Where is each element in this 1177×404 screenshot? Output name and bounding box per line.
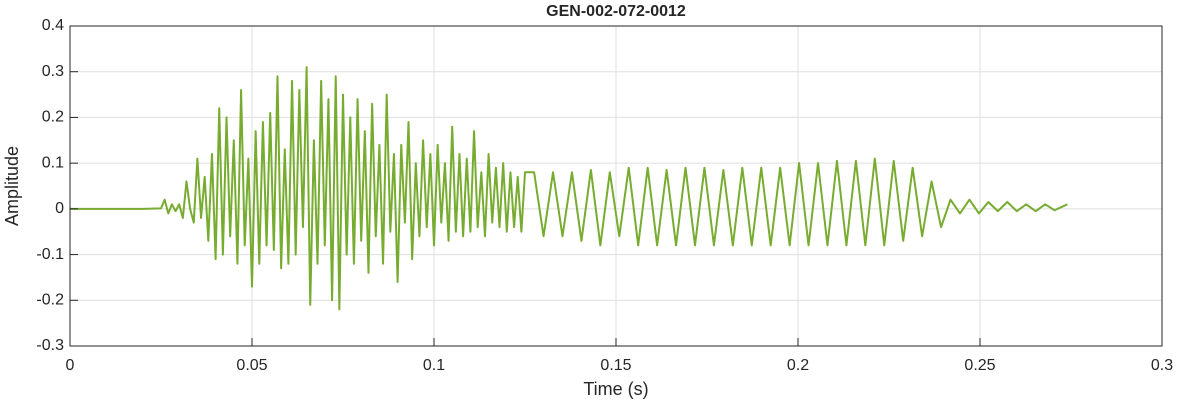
y-tick-label: -0.3 bbox=[36, 337, 64, 354]
y-tick-label: 0.3 bbox=[42, 63, 64, 80]
y-tick-label: 0.2 bbox=[42, 109, 64, 126]
x-tick-label: 0.1 bbox=[423, 357, 445, 374]
y-tick-label: 0 bbox=[55, 200, 64, 217]
y-tick-label: 0.4 bbox=[42, 17, 64, 34]
chart-title: GEN-002-072-0012 bbox=[546, 3, 686, 20]
y-axis-label: Amplitude bbox=[2, 146, 22, 226]
x-tick-label: 0.3 bbox=[1151, 357, 1173, 374]
grid bbox=[69, 25, 1163, 347]
waveform-line bbox=[70, 66, 1068, 311]
plot-area bbox=[70, 66, 1068, 311]
x-tick-label: 0.05 bbox=[236, 357, 267, 374]
y-tick-label: 0.1 bbox=[42, 154, 64, 171]
y-tick-label: -0.1 bbox=[36, 246, 64, 263]
x-tick-label: 0.2 bbox=[787, 357, 809, 374]
x-tick-label: 0 bbox=[66, 357, 75, 374]
x-axis-label: Time (s) bbox=[583, 379, 648, 399]
x-tick-label: 0.25 bbox=[964, 357, 995, 374]
y-tick-label: -0.2 bbox=[36, 292, 64, 309]
x-tick-label: 0.15 bbox=[600, 357, 631, 374]
